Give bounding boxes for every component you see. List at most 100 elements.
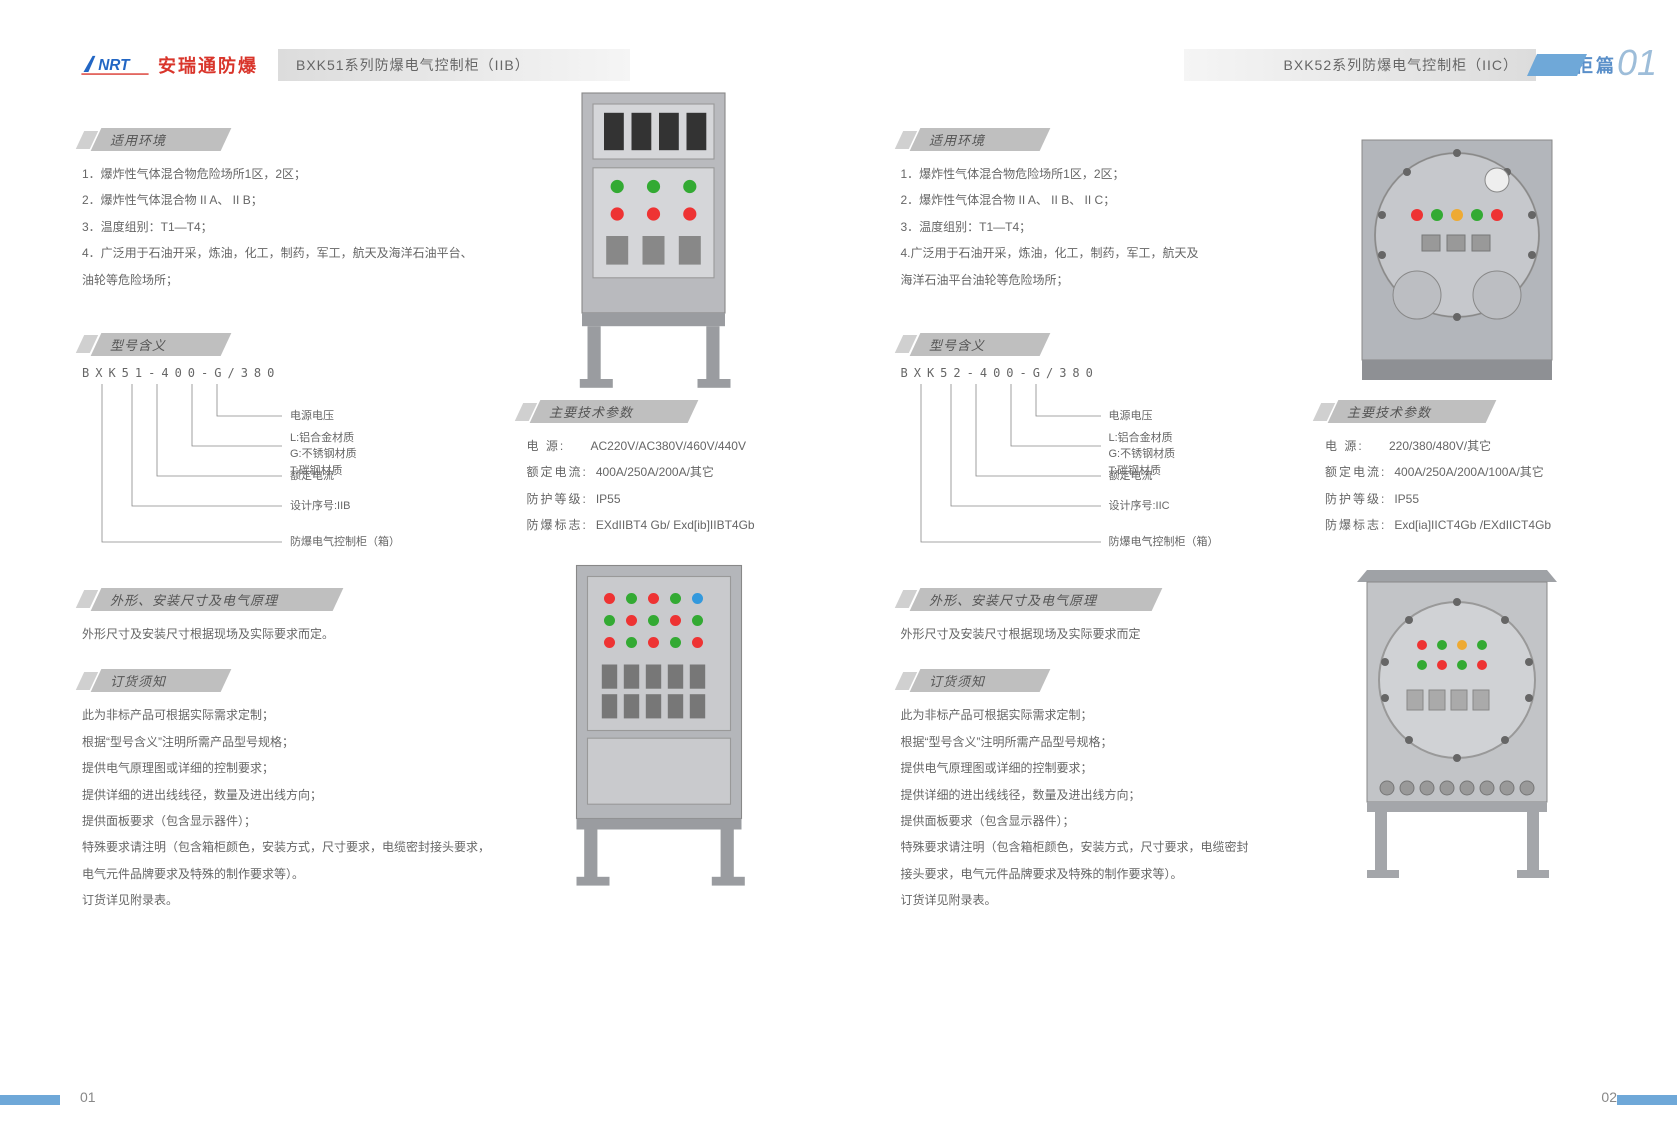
env-line: 2．爆炸性气体混合物 II A、 II B； [82,187,499,213]
section-spec-left: 主要技术参数 [519,400,799,423]
model-label-voltage: 电源电压 [1109,408,1153,425]
company-name: 安瑞通防爆 [158,52,258,78]
dim-text-left: 外形尺寸及安装尺寸根据现场及实际要求而定。 [82,621,499,647]
order-line: 订货详见附录表。 [82,887,499,913]
spec-val: Exd[ia]IICT4Gb /EXdIICT4Gb [1394,512,1551,538]
order-line: 提供详细的进出线线径，数量及进出线方向； [901,782,1298,808]
footer-accent-right [1617,1095,1677,1105]
spec-val: IP55 [596,486,621,512]
round-cabinet-icon [1347,130,1567,390]
section-order-right: 订货须知 [899,669,1298,692]
svg-text:NRT: NRT [98,57,131,74]
product-image-left-bottom [534,570,784,890]
order-line: 提供电气原理图或详细的控制要求； [901,755,1298,781]
model-label-design: 设计序号:IIC [1109,498,1170,515]
order-line: 根据“型号含义”注明所需产品型号规格； [901,729,1298,755]
model-code-left: BXK51-400-G/380 [82,366,499,380]
round-cabinet-legs-icon [1347,570,1567,890]
dim-text-right: 外形尺寸及安装尺寸根据现场及实际要求而定 [901,621,1298,647]
page-number-top: 01 [1617,42,1657,84]
spec-key: 防护等级: [1325,486,1386,512]
env-line: 油轮等危险场所； [82,267,499,293]
page-accent-icon [1527,54,1587,76]
order-line: 提供详细的进出线线径，数量及进出线方向； [82,782,499,808]
section-dim-right: 外形、安装尺寸及电气原理 [899,588,1298,611]
footer-accent-left [0,1095,60,1105]
model-header-label: 型号含义 [110,335,166,354]
brand-logo: NRT 安瑞通防爆 [80,52,258,78]
order-header-label: 订货须知 [110,671,166,690]
model-label-current: 额定电流 [1109,468,1153,485]
spec-val: IP55 [1394,486,1419,512]
spec-val: 400A/250A/200A/100A/其它 [1394,459,1543,485]
order-line: 接头要求，电气元件品牌要求及特殊的制作要求等）。 [901,861,1298,887]
env-line: 2．爆炸性气体混合物 II A、 II B、 II C； [901,187,1298,213]
env-line: 1．爆炸性气体混合物危险场所1区，2区； [82,161,499,187]
order-list-right: 此为非标产品可根据实际需求定制； 根据“型号含义”注明所需产品型号规格； 提供电… [901,702,1298,913]
spec-key: 防爆标志: [1325,512,1386,538]
section-dim-left: 外形、安装尺寸及电气原理 [80,588,499,611]
spec-header-label: 主要技术参数 [1347,402,1431,421]
catalog-spread: NRT 安瑞通防爆 BXK51系列防爆电气控制柜（IIB） 适用环境 1．爆炸性… [0,0,1677,1145]
spec-key: 额定电流: [527,459,588,485]
env-line: 4.广泛用于石油开采，炼油，化工，制药，军工，航天及 [901,240,1298,266]
cabinet-icon [549,82,769,390]
spec-key: 额定电流: [1325,459,1386,485]
model-diagram-left: 电源电压 L:铝合金材质 G:不锈钢材质 T:碳钢材质 额定电流 设计序号:II… [82,384,499,564]
model-header-label: 型号含义 [929,335,985,354]
model-label-name: 防爆电气控制柜（箱） [290,534,400,551]
section-model: 型号含义 [80,333,499,356]
spec-val: 220/380/480V/其它 [1389,433,1491,459]
order-line: 特殊要求请注明（包含箱柜颜色，安装方式，尺寸要求，电缆密封 [901,834,1298,860]
header-left: NRT 安瑞通防爆 BXK51系列防爆电气控制柜（IIB） [0,50,839,80]
env-header-label: 适用环境 [110,130,166,149]
section-env-right: 适用环境 [899,128,1298,151]
env-list-left: 1．爆炸性气体混合物危险场所1区，2区； 2．爆炸性气体混合物 II A、 II… [82,161,499,293]
model-label-name: 防爆电气控制柜（箱） [1109,534,1219,551]
model-label-voltage: 电源电压 [290,408,334,425]
spec-key: 防爆标志: [527,512,588,538]
spec-list-left: 电 源:AC220V/AC380V/460V/440V 额定电流:400A/25… [519,433,799,539]
order-line: 根据“型号含义”注明所需产品型号规格； [82,729,499,755]
order-line: 提供面板要求（包含显示器件）； [82,808,499,834]
env-line: 1．爆炸性气体混合物危险场所1区，2区； [901,161,1298,187]
product-image-right-top [1332,110,1582,390]
spec-key: 电 源: [1325,433,1381,459]
spec-val: EXdIIBT4 Gb/ Exd[ib]IIBT4Gb [596,512,755,538]
spec-key: 电 源: [527,433,583,459]
left-page: NRT 安瑞通防爆 BXK51系列防爆电气控制柜（IIB） 适用环境 1．爆炸性… [0,0,839,1145]
logo-icon: NRT [80,53,150,77]
env-header-label: 适用环境 [929,130,985,149]
spec-key: 防护等级: [527,486,588,512]
product-image-right-bottom [1332,570,1582,890]
cabinet-icon [549,560,769,890]
spec-list-right: 电 源: 220/380/480V/其它 额定电流: 400A/250A/200A/… [1317,433,1597,539]
section-env: 适用环境 [80,128,499,151]
model-code-right: BXK52-400-G/380 [901,366,1298,380]
model-label-current: 额定电流 [290,468,334,485]
order-line: 电气元件品牌要求及特殊的制作要求等）。 [82,861,499,887]
model-label-design: 设计序号:IIB [290,498,351,515]
spec-val: AC220V/AC380V/460V/440V [591,433,746,459]
order-line: 提供电气原理图或详细的控制要求； [82,755,499,781]
section-spec-right: 主要技术参数 [1317,400,1597,423]
footer-pagenum-right: 02 [1601,1089,1617,1105]
series-title-right: BXK52系列防爆电气控制柜（IIC） [1184,49,1536,81]
footer-pagenum-left: 01 [80,1089,96,1105]
env-line: 3．温度组别：T1—T4； [901,214,1298,240]
order-header-label: 订货须知 [929,671,985,690]
dim-header-label: 外形、安装尺寸及电气原理 [929,590,1097,609]
order-line: 特殊要求请注明（包含箱柜颜色，安装方式，尺寸要求，电缆密封接头要求， [82,834,499,860]
env-line: 海洋石油平台油轮等危险场所； [901,267,1298,293]
right-page: BXK52系列防爆电气控制柜（IIC） 箱柜篇 01 适用环境 1．爆炸性气体混… [839,0,1677,1145]
order-line: 订货详见附录表。 [901,887,1298,913]
env-line: 4．广泛用于石油开采，炼油，化工，制药，军工，航天及海洋石油平台、 [82,240,499,266]
order-line: 提供面板要求（包含显示器件）； [901,808,1298,834]
model-diagram-right: 电源电压 L:铝合金材质 G:不锈钢材质 T:碳钢材质 额定电流 设计序号:II… [901,384,1298,564]
env-line: 3．温度组别：T1—T4； [82,214,499,240]
order-list-left: 此为非标产品可根据实际需求定制； 根据“型号含义”注明所需产品型号规格； 提供电… [82,702,499,913]
order-line: 此为非标产品可根据实际需求定制； [901,702,1298,728]
section-model-right: 型号含义 [899,333,1298,356]
order-line: 此为非标产品可根据实际需求定制； [82,702,499,728]
dim-header-label: 外形、安装尺寸及电气原理 [110,590,278,609]
